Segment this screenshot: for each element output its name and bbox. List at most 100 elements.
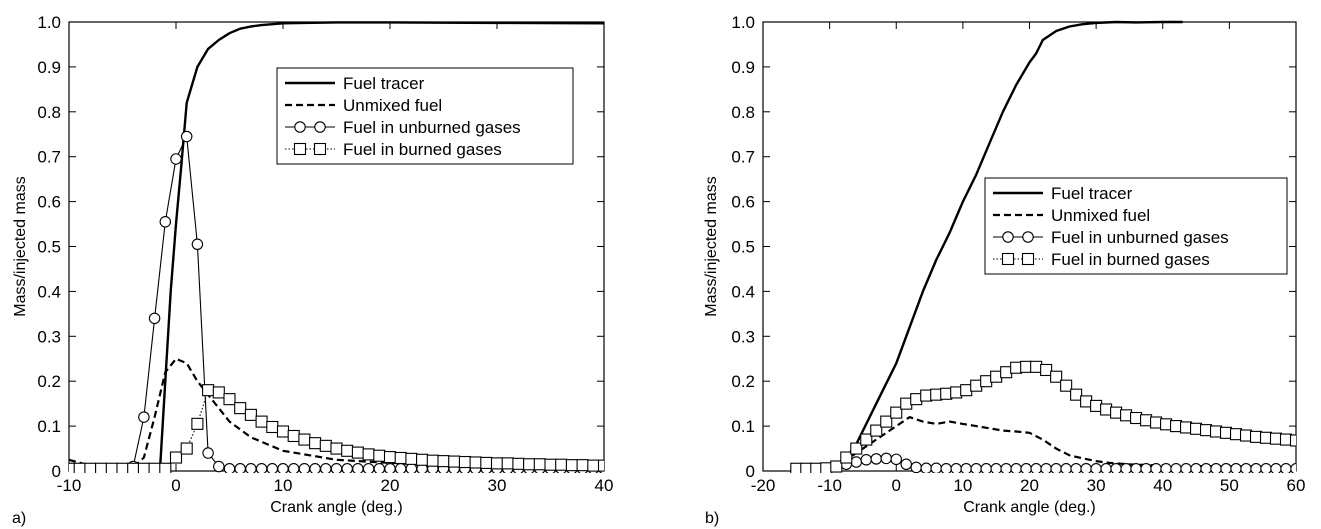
circle-marker (191, 238, 204, 251)
circle-marker (1200, 463, 1212, 473)
square-marker (880, 415, 893, 428)
square-marker (1160, 418, 1173, 431)
circle-marker (148, 312, 161, 325)
circle-marker (990, 463, 1002, 473)
legend-label: Fuel in unburned gases (343, 118, 521, 137)
circle-marker (1210, 463, 1222, 473)
square-marker (362, 448, 375, 461)
square-marker (1190, 422, 1203, 435)
square-marker (1090, 399, 1103, 412)
circle-marker (298, 463, 311, 473)
square-marker (212, 386, 225, 399)
square-marker (1239, 429, 1253, 442)
series-none-solid (158, 21, 604, 472)
square-marker (1219, 426, 1233, 439)
circle-marker (1060, 463, 1072, 473)
square-marker (597, 459, 604, 472)
x-tick-label: 20 (381, 476, 400, 495)
square-marker (1110, 406, 1123, 419)
circle-marker (1080, 463, 1092, 473)
panel-label: a) (12, 510, 26, 527)
square-marker (95, 462, 108, 473)
circle-marker (309, 463, 321, 473)
legend-label: Unmixed fuel (343, 96, 442, 115)
y-tick-label: 0.8 (37, 103, 61, 122)
square-marker (1200, 424, 1213, 437)
square-marker (576, 459, 589, 472)
y-tick-label: 0.3 (37, 327, 61, 346)
circle-marker (940, 463, 952, 473)
square-marker (840, 451, 853, 464)
x-tick-label: 0 (892, 476, 901, 495)
circle-marker (1150, 463, 1162, 473)
circle-marker (1250, 463, 1262, 473)
x-tick-label: 10 (274, 476, 293, 495)
square-marker (523, 458, 536, 471)
circle-marker (180, 130, 193, 143)
circle-marker (1120, 463, 1132, 473)
x-tick-label: 20 (1020, 476, 1039, 495)
square-marker (266, 420, 279, 434)
square-marker (870, 424, 883, 437)
series-square-dotted (790, 360, 1296, 473)
square-marker (820, 462, 833, 473)
square-marker (351, 446, 364, 459)
square-marker (850, 442, 863, 455)
square-marker (1170, 420, 1183, 433)
circle-marker (1140, 463, 1152, 473)
circle-marker (860, 454, 873, 466)
circle-marker (920, 462, 932, 473)
square-marker (105, 462, 118, 473)
square-marker (1279, 433, 1293, 446)
square-marker (234, 402, 247, 415)
square-marker (860, 433, 873, 446)
x-axis-title: Crank angle (deg.) (963, 499, 1096, 516)
circle-marker (870, 453, 883, 465)
y-tick-label: 0 (52, 462, 61, 481)
square-marker (287, 429, 300, 443)
y-tick-label: 0.6 (731, 193, 755, 212)
x-tick-label: 60 (1287, 476, 1306, 495)
legend-label: Unmixed fuel (1051, 206, 1150, 225)
circle-marker (1280, 463, 1292, 473)
legend-label: Fuel in burned gases (343, 140, 502, 159)
circle-marker (1220, 463, 1232, 473)
square-marker (900, 397, 913, 410)
square-marker (1030, 360, 1043, 373)
square-marker (202, 384, 215, 397)
x-tick-label: 30 (488, 476, 507, 495)
circle-marker (1040, 463, 1052, 473)
square-marker (148, 462, 161, 473)
square-marker (116, 462, 129, 473)
legend-square-marker (313, 142, 327, 156)
series-line (69, 389, 604, 470)
circle-marker (910, 461, 922, 473)
square-marker (940, 387, 953, 400)
y-tick-label: 0 (746, 462, 755, 481)
circle-marker (202, 447, 214, 459)
square-marker (137, 462, 150, 473)
square-marker (1100, 403, 1113, 416)
circle-marker (1230, 463, 1242, 473)
circle-marker (384, 463, 396, 473)
legend-circle-marker (1002, 231, 1014, 243)
square-marker (416, 453, 429, 466)
circle-marker (1170, 463, 1182, 473)
square-marker (1060, 379, 1073, 392)
series-line (796, 366, 1296, 470)
square-marker (587, 459, 600, 472)
square-marker (341, 444, 354, 457)
circle-marker (1090, 463, 1102, 473)
legend-circle-marker (294, 121, 306, 133)
y-tick-label: 0.5 (37, 238, 61, 257)
square-marker (1010, 361, 1023, 374)
circle-marker (223, 463, 236, 473)
circle-marker (950, 463, 962, 473)
circle-marker (159, 216, 172, 228)
y-tick-label: 0.2 (37, 372, 61, 391)
square-marker (255, 415, 268, 428)
square-marker (276, 425, 290, 438)
legend-square-marker (293, 142, 307, 156)
series-circle-thin-solid (69, 130, 604, 473)
circle-marker (960, 463, 972, 473)
